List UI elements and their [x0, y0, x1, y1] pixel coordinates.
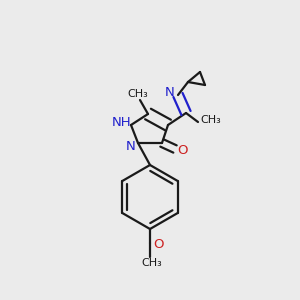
Text: N: N: [165, 86, 175, 100]
Text: CH₃: CH₃: [142, 258, 162, 268]
Text: N: N: [126, 140, 136, 154]
Text: O: O: [153, 238, 163, 250]
Text: NH: NH: [112, 116, 132, 128]
Text: CH₃: CH₃: [128, 89, 148, 99]
Text: CH₃: CH₃: [201, 115, 221, 125]
Text: O: O: [178, 145, 188, 158]
